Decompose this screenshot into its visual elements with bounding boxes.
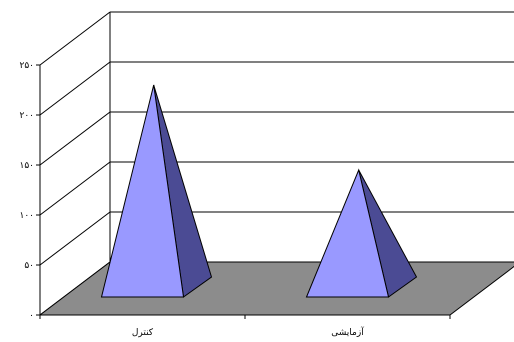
y-axis: ۰ ۵۰ ۱۰۰ ۱۵۰ ۲۰۰ ۲۵۰ <box>19 61 41 321</box>
y-tick-label-5: ۲۵۰ <box>19 61 34 71</box>
gridline-side-1 <box>39 211 111 266</box>
category-labels: کنترل آزمایشی <box>132 326 364 338</box>
gridlines <box>39 11 514 266</box>
y-tick-label-1: ۵۰ <box>24 261 34 271</box>
pyramid-1 <box>305 168 418 298</box>
pyramid-0 <box>100 84 213 298</box>
pyramid-1-front-face <box>305 168 390 298</box>
gridline-side-4 <box>39 61 111 116</box>
y-tick-label-0: ۰ <box>29 311 34 321</box>
y-tick-label-3: ۱۵۰ <box>19 161 34 171</box>
gridline-side-3 <box>39 111 111 166</box>
pyramids <box>100 84 418 298</box>
category-label-0: کنترل <box>132 328 154 338</box>
y-tick-label-4: ۲۰۰ <box>19 111 34 121</box>
y-tick-label-2: ۱۰۰ <box>19 211 34 221</box>
x-axis <box>39 314 451 319</box>
gridline-side-2 <box>39 161 111 216</box>
gridline-side-5 <box>39 11 111 66</box>
pyramid-0-front-face <box>100 84 185 298</box>
category-label-1: آزمایشی <box>331 326 364 338</box>
